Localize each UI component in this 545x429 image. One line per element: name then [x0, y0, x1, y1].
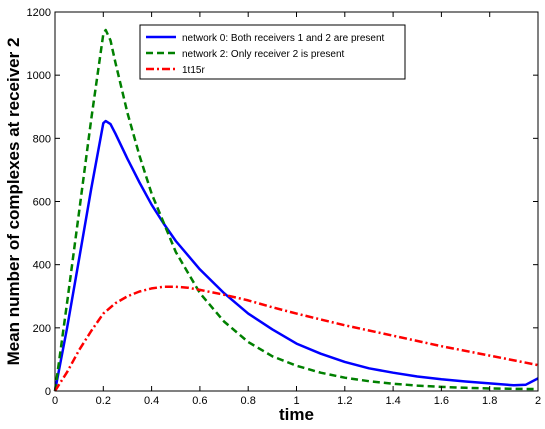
y-tick-label: 1200: [27, 7, 51, 19]
y-tick-label: 400: [33, 260, 51, 272]
x-tick-label: 1.2: [337, 395, 352, 407]
y-axis-title: Mean number of complexes at receiver 2: [4, 38, 23, 366]
legend-entry-0: network 0: Both receivers 1 and 2 are pr…: [182, 33, 385, 44]
y-tick-label: 800: [33, 133, 51, 145]
series-line-1: [53, 28, 539, 392]
x-tick-label: 0: [52, 395, 58, 407]
x-tick-label: 0.2: [96, 395, 111, 407]
legend: network 0: Both receivers 1 and 2 are pr…: [139, 24, 406, 80]
x-tick-label: 0.6: [192, 395, 207, 407]
x-tick-label: 0.4: [144, 395, 159, 407]
x-tick-label: 1.6: [434, 395, 449, 407]
x-tick-label: 1.4: [385, 395, 400, 407]
x-tick-label: 2: [535, 395, 541, 407]
x-tick-label: 1.8: [482, 395, 497, 407]
legend-box: [139, 24, 406, 80]
series-layer: [53, 28, 539, 392]
tick-layer: 0 0.2 0.4 0.6 0.8 1 1.2 1.4 1.6 1.8 2 0 200 400 600 800…: [27, 7, 542, 407]
series-line-0: [53, 119, 539, 392]
legend-entry-1: network 2: Only receiver 2 is present: [182, 49, 345, 60]
x-tick-label: 0.8: [241, 395, 256, 407]
y-tick-label: 0: [45, 386, 51, 398]
y-tick-label: 1000: [27, 70, 51, 82]
series-line-2: [53, 285, 539, 392]
x-axis-title: time: [279, 405, 314, 424]
legend-entry-2: 1t15r: [182, 65, 205, 76]
y-tick-label: 600: [33, 197, 51, 209]
y-tick-label: 200: [33, 323, 51, 335]
x-tick-label: 1: [293, 395, 299, 407]
